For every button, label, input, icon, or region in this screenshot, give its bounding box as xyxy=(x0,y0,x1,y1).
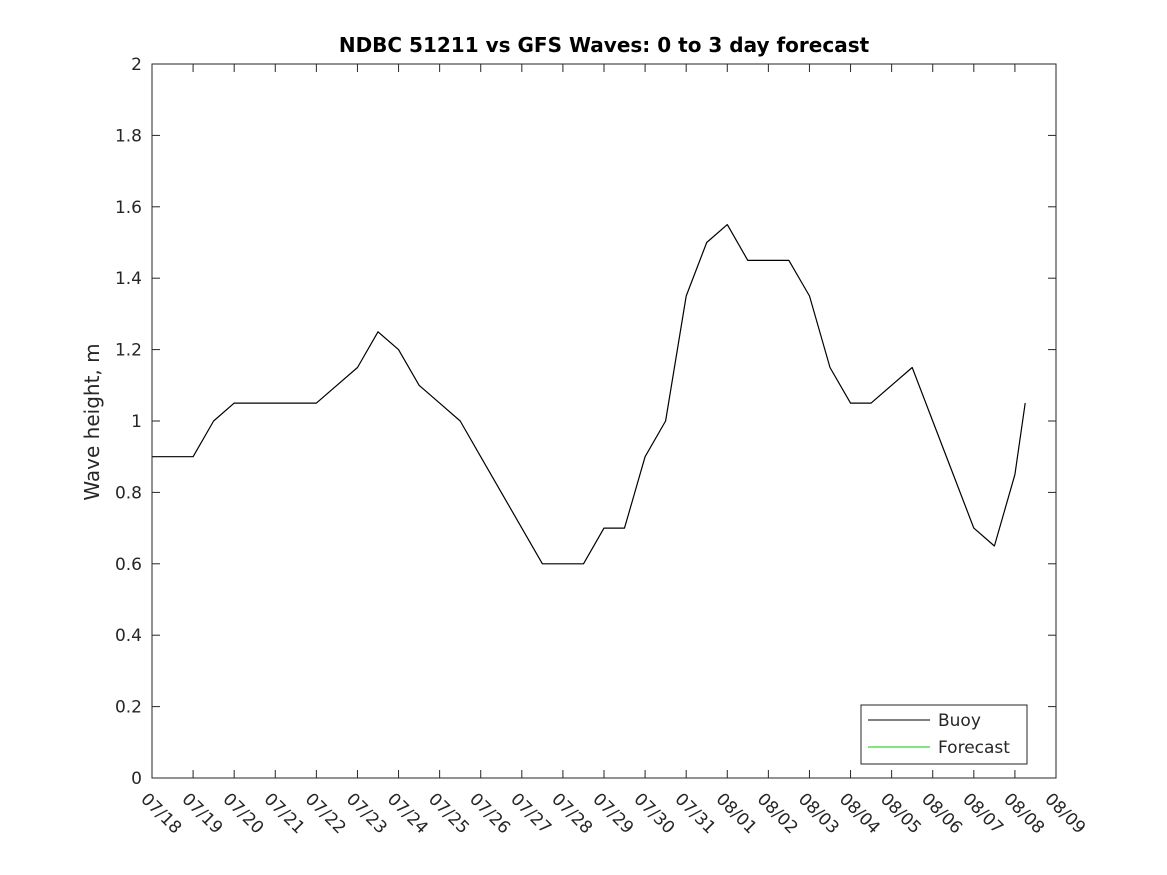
y-axis-label: Wave height, m xyxy=(80,343,104,500)
y-tick-label: 0.2 xyxy=(115,698,142,718)
plot-frame xyxy=(151,63,1057,779)
y-tick-label: 0.4 xyxy=(115,626,142,646)
y-tick-label: 1.4 xyxy=(115,269,142,289)
y-tick-label: 0 xyxy=(131,769,142,789)
y-tick-label: 1.8 xyxy=(115,126,142,146)
y-tick-label: 1 xyxy=(131,412,142,432)
y-tick-label: 1.6 xyxy=(115,198,142,218)
legend-box xyxy=(860,704,1028,765)
plot-area xyxy=(152,224,1026,565)
y-tick-label: 0.8 xyxy=(115,483,142,503)
legend-label-buoy: Buoy xyxy=(938,711,981,731)
series-line-buoy xyxy=(152,224,1026,565)
y-tick-label: 1.2 xyxy=(115,341,142,361)
y-tick-label: 0.6 xyxy=(115,555,142,575)
legend-label-forecast: Forecast xyxy=(938,738,1010,758)
chart-title: NDBC 51211 vs GFS Waves: 0 to 3 day fore… xyxy=(339,33,870,57)
y-tick-label: 2 xyxy=(131,55,142,75)
legend: Buoy Forecast xyxy=(860,704,1028,765)
